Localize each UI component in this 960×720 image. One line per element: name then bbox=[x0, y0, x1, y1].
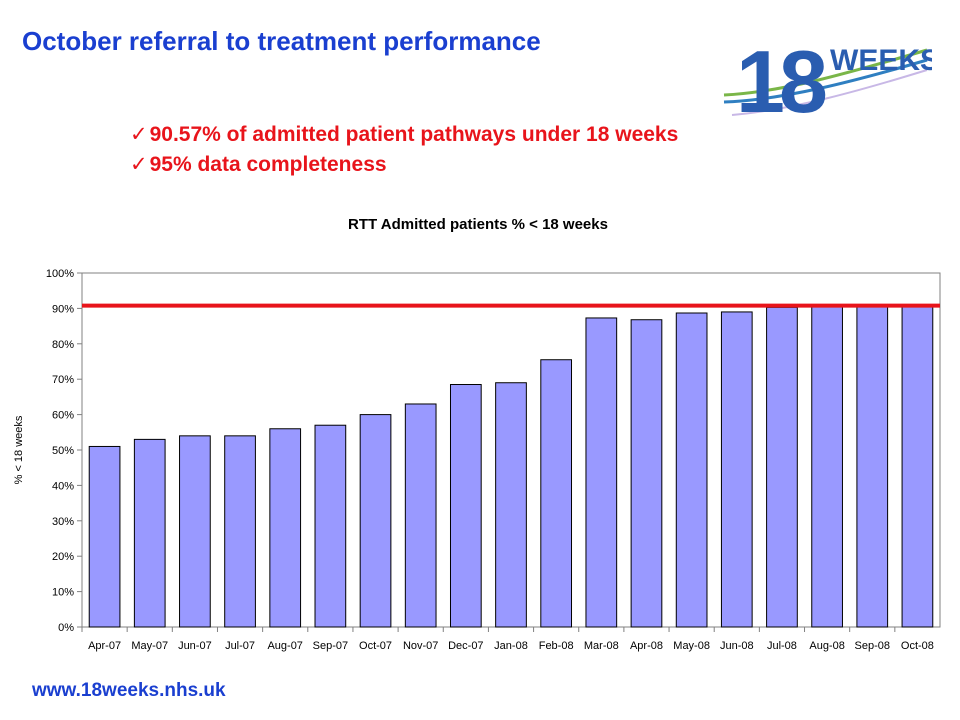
bar bbox=[314, 424, 347, 628]
x-tick-label: Jan-08 bbox=[494, 640, 528, 652]
bullet-text: 90.57% of admitted patient pathways unde… bbox=[149, 123, 679, 146]
bar bbox=[269, 428, 302, 628]
svg-text:18: 18 bbox=[736, 32, 826, 131]
bar bbox=[630, 319, 663, 628]
bar bbox=[179, 435, 211, 628]
bar bbox=[720, 311, 753, 628]
y-axis: 0% 10% 20% 30% 40% 50% 60% 70% 80% 90% 100% bbox=[46, 268, 82, 634]
bar bbox=[856, 305, 889, 628]
x-tick-label: Sep-08 bbox=[855, 640, 890, 652]
bar bbox=[675, 312, 708, 628]
y-tick-label: 60% bbox=[52, 410, 74, 422]
y-axis-label: % < 18 weeks bbox=[13, 415, 25, 484]
x-tick-label: May-07 bbox=[131, 640, 168, 652]
bar bbox=[404, 403, 437, 628]
x-tick-label: Jun-08 bbox=[720, 640, 754, 652]
bar bbox=[585, 317, 618, 628]
bar bbox=[88, 445, 121, 628]
x-tick-label: Jun-07 bbox=[178, 640, 212, 652]
18-weeks-logo: 18 WEEKS bbox=[722, 20, 940, 140]
bar bbox=[766, 306, 798, 628]
x-tick-label: Mar-08 bbox=[584, 640, 619, 652]
x-tick-label: Oct-07 bbox=[359, 640, 392, 652]
bar bbox=[540, 359, 573, 628]
x-tick-label: Nov-07 bbox=[403, 640, 438, 652]
y-tick-label: 90% bbox=[52, 303, 74, 315]
bullet-list: ✓90.57% of admitted patient pathways und… bbox=[130, 120, 678, 180]
y-tick-label: 30% bbox=[52, 516, 74, 528]
chart-title: RTT Admitted patients % < 18 weeks bbox=[348, 216, 608, 233]
bar bbox=[495, 382, 527, 628]
x-tick-label: Aug-08 bbox=[809, 640, 844, 652]
bullet-text: 95% data completeness bbox=[149, 153, 387, 176]
y-tick-label: 80% bbox=[52, 339, 74, 351]
checkmark-icon: ✓ bbox=[130, 123, 148, 146]
y-tick-label: 20% bbox=[52, 551, 74, 563]
bar bbox=[359, 414, 392, 628]
x-tick-label: Dec-07 bbox=[448, 640, 483, 652]
y-tick-label: 40% bbox=[52, 480, 74, 492]
x-tick-label: Oct-08 bbox=[901, 640, 934, 652]
bar bbox=[811, 305, 843, 628]
bars bbox=[88, 305, 934, 628]
footer-url[interactable]: www.18weeks.nhs.uk bbox=[32, 680, 226, 701]
x-tick-label: Jul-07 bbox=[225, 640, 255, 652]
slide-title: October referral to treatment performanc… bbox=[22, 26, 541, 56]
x-tick-label: May-08 bbox=[673, 640, 710, 652]
x-tick-label: Apr-08 bbox=[630, 640, 663, 652]
x-tick-label: Feb-08 bbox=[539, 640, 574, 652]
y-tick-label: 70% bbox=[52, 374, 74, 386]
x-tick-label: Apr-07 bbox=[88, 640, 121, 652]
bar bbox=[133, 438, 166, 628]
y-tick-label: 100% bbox=[46, 268, 74, 280]
bar bbox=[449, 384, 482, 628]
bar bbox=[224, 435, 256, 628]
bar-chart: RTT Admitted patients % < 18 weeks 0% 10%… bbox=[13, 216, 941, 652]
y-tick-label: 50% bbox=[52, 445, 74, 457]
y-tick-label: 0% bbox=[58, 622, 74, 634]
bullet-item: ✓90.57% of admitted patient pathways und… bbox=[130, 120, 678, 150]
bar bbox=[901, 305, 934, 628]
x-axis: Apr-07 May-07 Jun-07 Jul-07 Aug-07 Sep-07 Oct-… bbox=[81, 627, 934, 652]
x-tick-label: Jul-08 bbox=[767, 640, 797, 652]
x-tick-label: Aug-07 bbox=[267, 640, 302, 652]
svg-text:WEEKS: WEEKS bbox=[830, 44, 932, 77]
y-tick-label: 10% bbox=[52, 587, 74, 599]
bullet-item: ✓95% data completeness bbox=[130, 150, 678, 180]
checkmark-icon: ✓ bbox=[130, 153, 148, 176]
x-tick-label: Sep-07 bbox=[313, 640, 348, 652]
